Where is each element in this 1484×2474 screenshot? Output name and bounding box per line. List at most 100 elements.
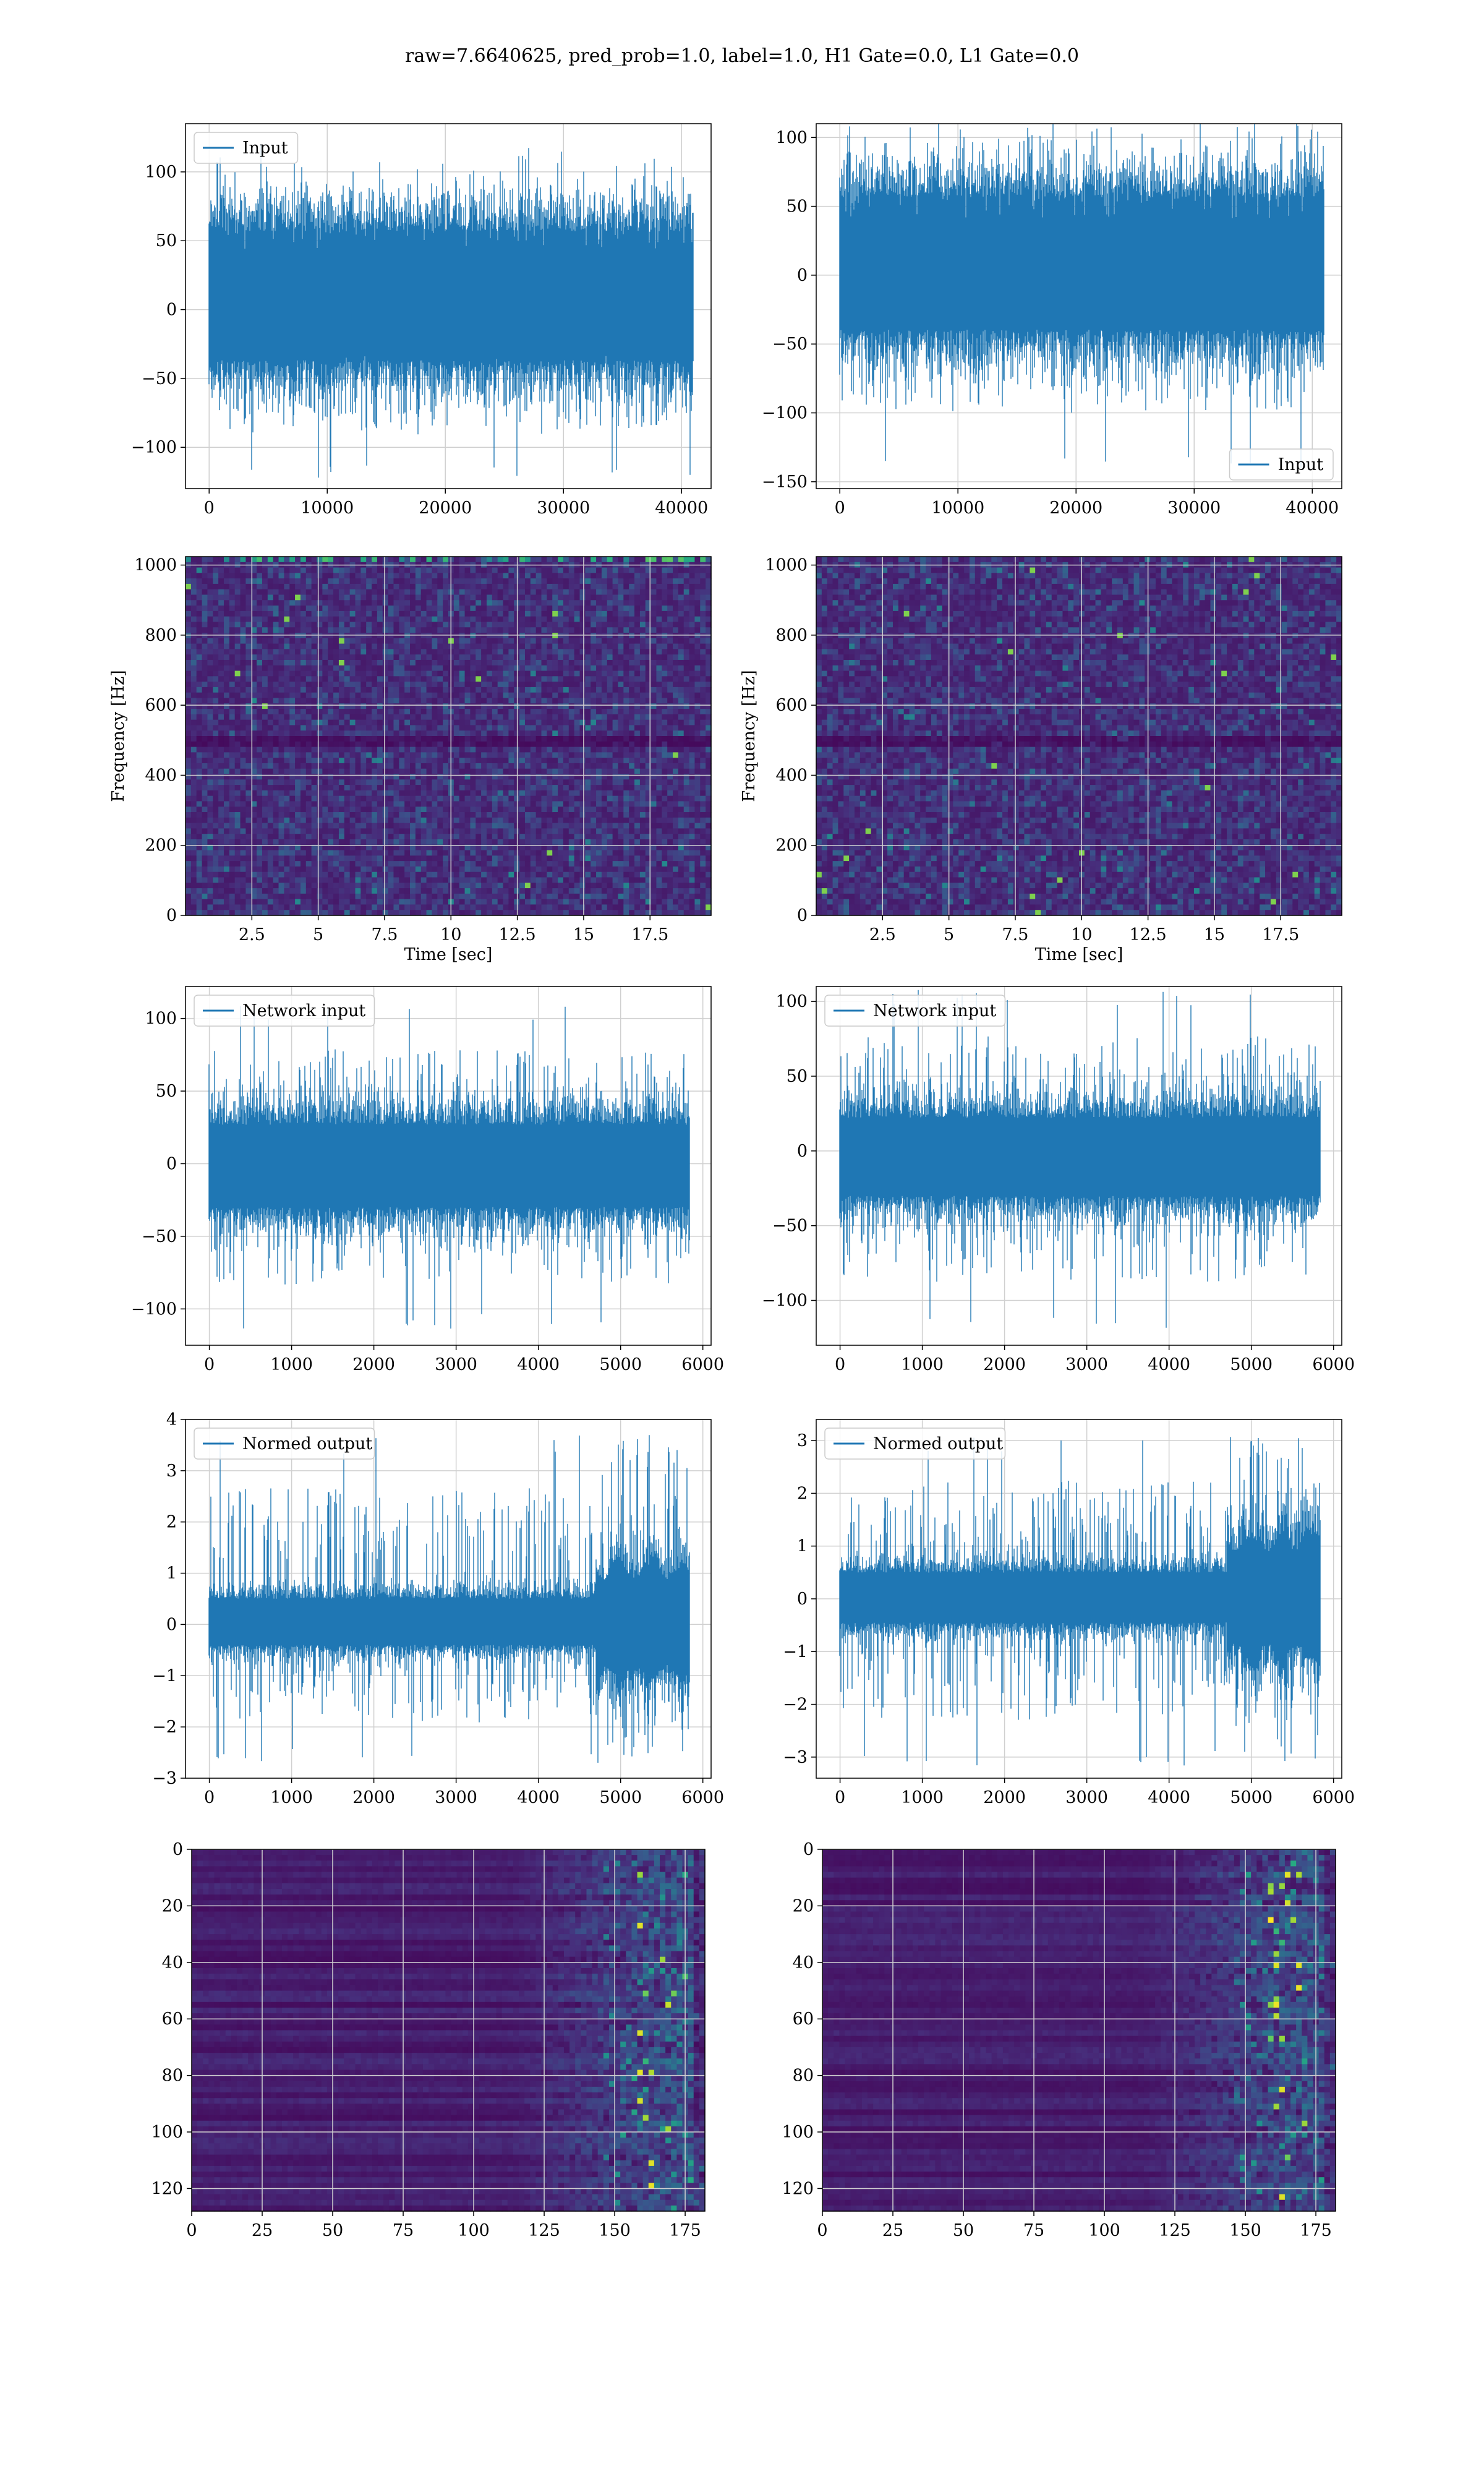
x-tick-label: 17.5 [1262,925,1299,944]
y-tick-label: 50 [156,1082,177,1101]
y-tick-label: 0 [797,1590,808,1609]
y-tick-label: 0 [166,1615,177,1634]
legend: Network input [194,995,375,1026]
x-tick-label: 125 [1159,2221,1191,2240]
y-tick-label: 50 [156,231,177,250]
x-tick-label: 10000 [301,499,354,518]
x-tick-label: 2000 [352,1355,395,1374]
y-tick-label: 400 [145,766,177,785]
y-tick-label: −2 [783,1695,808,1714]
x-tick-label: 75 [1023,2221,1044,2240]
x-tick-label: 5 [944,925,954,944]
y-tick-label: 0 [797,266,808,285]
x-tick-label: 50 [953,2221,974,2240]
y-tick-label: 100 [775,128,808,147]
x-tick-label: 6000 [1312,1355,1355,1374]
y-tick-label: 1000 [765,556,808,575]
y-tick-label: 200 [775,836,808,855]
x-tick-label: 1000 [270,1788,313,1807]
panels: 0 10000 20000 30000 40000−100−50050100Input0… [109,112,1355,2240]
x-tick-label: 150 [1229,2221,1261,2240]
x-tick-label: 4000 [517,1788,560,1807]
y-tick-label: 400 [775,766,808,785]
x-tick-label: 15 [1204,925,1225,944]
y-tick-label: 0 [173,1840,183,1859]
x-tick-label: 10 [440,925,461,944]
x-tick-label: 3000 [1065,1355,1108,1374]
y-tick-label: 100 [151,2123,183,2142]
y-tick-label: −3 [783,1748,808,1767]
input-l1-panel: 0 10000 20000 30000 40000−150−100−50050100In… [762,112,1342,518]
x-tick-label: 25 [252,2221,273,2240]
y-tick-label: −100 [762,1291,808,1311]
x-tick-label: 20000 [419,499,472,518]
x-tick-label: 4000 [517,1355,560,1374]
heatmap-image [192,1849,706,2212]
x-tick-label: 50 [322,2221,343,2240]
x-tick-label: 5000 [1230,1355,1273,1374]
x-tick-label: 2000 [352,1788,395,1807]
y-tick-label: 0 [166,906,177,925]
signal-series [840,1437,1320,1765]
y-tick-label: 40 [793,1953,814,1972]
legend-label: Input [1278,455,1324,474]
heatmap-image [822,1849,1336,2212]
x-tick-label: 4000 [1148,1788,1190,1807]
x-tick-label: 0 [835,1355,845,1374]
y-tick-label: 600 [145,696,177,715]
x-tick-label: 5 [313,925,323,944]
x-tick-label: 0 [204,1788,215,1807]
x-tick-label: 5000 [599,1355,642,1374]
y-tick-label: −3 [152,1769,177,1788]
y-tick-label: 0 [166,301,177,320]
x-tick-label: 0 [204,499,215,518]
x-tick-label: 0 [204,1355,215,1374]
y-tick-label: 3 [166,1462,177,1481]
x-tick-label: 15 [573,925,594,944]
y-tick-label: −150 [762,473,808,492]
legend: Input [194,132,298,163]
y-tick-label: 20 [162,1896,183,1915]
legend: Normed output [825,1428,1005,1459]
signal-series [209,1435,689,1763]
y-tick-label: 0 [797,906,808,925]
x-tick-label: 75 [393,2221,414,2240]
y-tick-label: 100 [145,1009,177,1029]
signal-series [840,990,1320,1328]
legend-label: Normed output [242,1434,372,1453]
x-tick-label: 30000 [1167,499,1221,518]
x-tick-label: 5000 [599,1788,642,1807]
y-tick-label: −100 [762,404,808,423]
x-tick-label: 10000 [931,499,984,518]
x-tick-label: 4000 [1148,1355,1190,1374]
x-tick-label: 100 [1088,2221,1120,2240]
y-tick-label: 1 [166,1564,177,1583]
x-tick-label: 40000 [1286,499,1339,518]
x-tick-label: 12.5 [1130,925,1167,944]
y-tick-label: 80 [162,2066,183,2086]
x-tick-label: 3000 [435,1355,477,1374]
y-tick-label: 120 [151,2179,183,2198]
heatmap-image [816,557,1342,916]
x-tick-label: 100 [458,2221,490,2240]
x-tick-label: 0 [817,2221,827,2240]
y-axis-label: Frequency [Hz] [109,670,128,802]
norm-h1-panel: 0 1000 2000 3000 4000 5000 6000−3−2−101234Norm… [152,1410,724,1807]
x-tick-label: 175 [669,2221,701,2240]
x-tick-label: 17.5 [631,925,668,944]
y-tick-label: 4 [166,1410,177,1429]
legend: Normed output [194,1428,375,1459]
x-tick-label: 6000 [681,1355,724,1374]
y-tick-label: 800 [145,626,177,645]
x-tick-label: 12.5 [499,925,536,944]
y-tick-label: 2 [797,1484,808,1503]
spec-l1-panel: 2.5 5 7.5 10 12.5 15 17.502004006008001000Time… [740,556,1342,964]
x-tick-label: 2000 [983,1788,1026,1807]
y-tick-label: 60 [162,2010,183,2029]
y-tick-label: −100 [131,1299,177,1319]
y-tick-label: 0 [803,1840,814,1859]
